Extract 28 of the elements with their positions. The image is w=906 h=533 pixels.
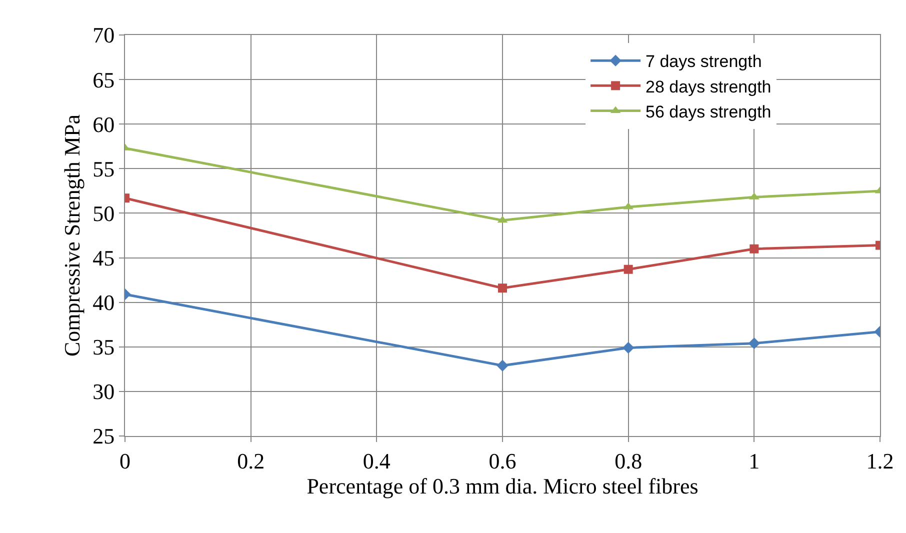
point [624, 264, 633, 274]
x-tick-label: 0.8 [614, 448, 642, 474]
y-tick-label: 60 [92, 112, 115, 137]
x-axis-title: Percentage of 0.3 mm dia. Micro steel fibres [306, 473, 698, 498]
y-tick-label: 45 [92, 245, 115, 270]
y-tick-label: 25 [92, 424, 115, 449]
x-tick-label: 0 [120, 448, 130, 474]
y-axis-title: Compressive Strength MPa [59, 114, 84, 356]
y-tick-label: 70 [92, 22, 115, 48]
point [748, 337, 760, 350]
y-tick-label: 30 [92, 379, 115, 404]
point [622, 342, 634, 354]
point [750, 244, 759, 254]
y-tick-label: 40 [92, 290, 115, 316]
legend-label: 56 days strength [646, 102, 772, 122]
y-tick-label: 55 [92, 156, 115, 182]
legend-label: 28 days strength [646, 77, 772, 96]
legend-label: 7 days strength [646, 52, 762, 72]
x-tick-label: 1 [748, 448, 760, 474]
point [498, 284, 507, 293]
x-tick-label: 0.2 [237, 448, 265, 474]
y-tick-label: 35 [92, 334, 115, 360]
x-tick-label: 0.6 [488, 448, 516, 474]
y-tick-label: 65 [92, 67, 115, 92]
x-tick-label: 0.4 [362, 448, 390, 474]
y-tick-label: 50 [92, 200, 115, 226]
x-tick-label: 1.2 [866, 448, 894, 474]
point [496, 360, 508, 372]
